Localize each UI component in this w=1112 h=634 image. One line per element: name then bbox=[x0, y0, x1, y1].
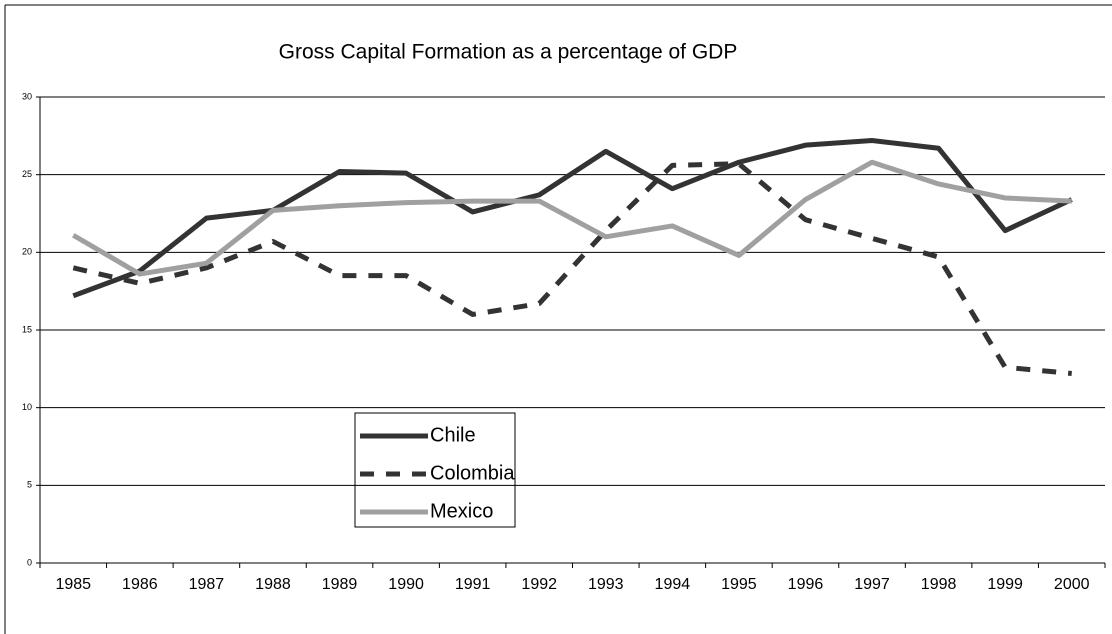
x-tick-label: 1991 bbox=[455, 576, 491, 593]
x-tick-label: 1994 bbox=[655, 576, 691, 593]
series-line bbox=[72, 161, 1072, 376]
legend bbox=[354, 412, 516, 528]
legend-label: Colombia bbox=[430, 462, 515, 484]
x-tick-label: 1999 bbox=[987, 576, 1023, 593]
x-tick-label: 1998 bbox=[921, 576, 957, 593]
x-tick-label: 1990 bbox=[388, 576, 424, 593]
x-tick-label: 1993 bbox=[588, 576, 624, 593]
y-tick-label: 15 bbox=[22, 324, 32, 334]
legend-label: Mexico bbox=[430, 500, 493, 522]
x-tick-label: 1986 bbox=[122, 576, 158, 593]
x-tick-label: 1992 bbox=[521, 576, 557, 593]
x-tick-label: 1985 bbox=[55, 576, 91, 593]
y-tick-label: 20 bbox=[22, 247, 32, 257]
series-line bbox=[72, 137, 1073, 299]
x-tick-label: 1989 bbox=[322, 576, 358, 593]
y-tick-label: 25 bbox=[22, 169, 32, 179]
y-tick-label: 0 bbox=[27, 557, 32, 567]
x-tick-label: 1987 bbox=[189, 576, 225, 593]
x-tick-label: 1996 bbox=[788, 576, 824, 593]
chart-title: Gross Capital Formation as a percentage … bbox=[279, 41, 738, 64]
x-tick-label: 1997 bbox=[854, 576, 890, 593]
x-tick-label: 2000 bbox=[1054, 576, 1090, 593]
x-tick-label: 1988 bbox=[255, 576, 291, 593]
series-line bbox=[72, 159, 1072, 277]
legend-label: Chile bbox=[430, 424, 476, 446]
x-tick-label: 1995 bbox=[721, 576, 757, 593]
y-tick-label: 10 bbox=[22, 402, 32, 412]
y-tick-label: 30 bbox=[22, 91, 32, 101]
y-tick-label: 5 bbox=[27, 480, 32, 490]
